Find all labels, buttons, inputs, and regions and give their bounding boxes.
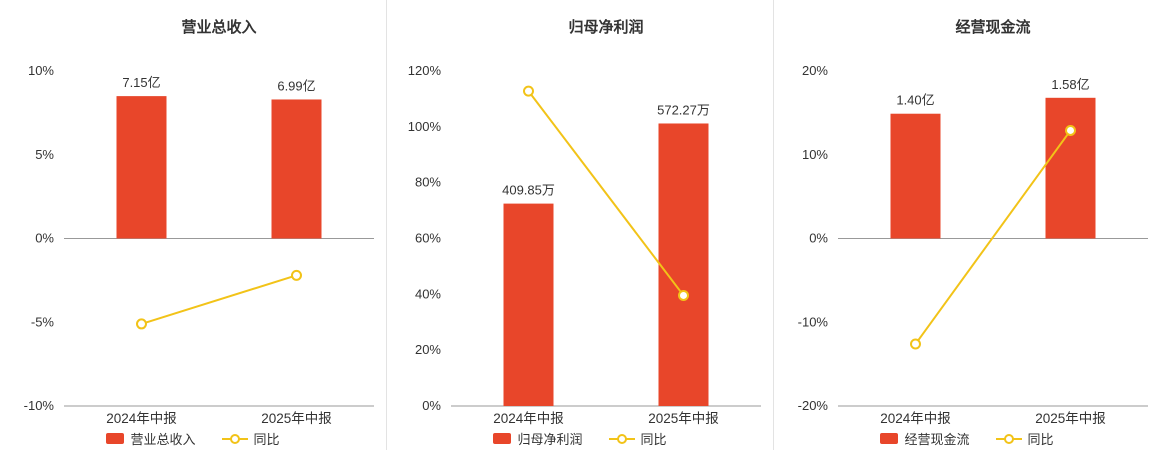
legend-item-line[interactable]: 同比 (608, 429, 667, 448)
x-category-label: 2025年中报 (1035, 411, 1106, 426)
y-tick-label: -20% (798, 398, 829, 413)
bar-value-label: 572.27万 (657, 102, 710, 117)
bar-value-label: 409.85万 (502, 183, 555, 198)
bar[interactable] (890, 113, 941, 239)
legend-label: 同比 (1027, 432, 1054, 447)
yoy-point[interactable] (910, 338, 921, 350)
y-tick-label: 10% (802, 147, 828, 162)
legend-label: 归母净利润 (517, 432, 583, 447)
legend-item-line[interactable]: 同比 (221, 429, 280, 448)
legend-label: 营业总收入 (130, 432, 196, 447)
bar-swatch-icon (493, 433, 512, 444)
line-marker-icon (608, 433, 635, 444)
bar-value-label: 6.99亿 (277, 78, 315, 93)
bar-value-label: 1.58亿 (1051, 77, 1089, 92)
legend-item-line[interactable]: 同比 (995, 429, 1054, 448)
yoy-point[interactable] (678, 289, 689, 301)
legend-item-bar[interactable]: 归母净利润 (493, 429, 583, 448)
y-tick-label: 20% (802, 63, 828, 78)
yoy-point[interactable] (136, 318, 147, 330)
bar[interactable] (503, 203, 554, 406)
legend-label: 同比 (640, 432, 667, 447)
bar-swatch-icon (106, 433, 125, 444)
y-tick-label: -10% (798, 314, 829, 329)
yoy-line (914, 129, 1072, 345)
line-marker-icon (995, 433, 1022, 444)
chart-canvas-cash-flow: -20% -10% 0% 10% 20% 1.40亿 2024年中报 1.58亿 2025年中报 (798, 63, 1148, 426)
legend-item-bar[interactable]: 经营现金流 (880, 429, 970, 448)
x-category-label: 2024年中报 (493, 411, 564, 426)
y-tick-label: 5% (35, 147, 54, 162)
chart-legend: 经营现金流 同比 (774, 429, 1160, 448)
bar[interactable] (116, 96, 167, 239)
y-tick-label: 100% (408, 119, 442, 134)
yoy-point[interactable] (291, 269, 302, 281)
y-tick-label: 120% (408, 63, 442, 78)
bar-value-label: 7.15亿 (122, 75, 160, 90)
bar[interactable] (271, 99, 322, 239)
y-tick-label: 80% (415, 175, 441, 190)
bar-value-label: 1.40亿 (896, 93, 934, 108)
yoy-point[interactable] (523, 85, 534, 97)
y-tick-label: 60% (415, 231, 441, 246)
chart-legend: 营业总收入 同比 (0, 429, 386, 448)
chart-title: 营业总收入 (181, 19, 257, 36)
y-tick-label: 0% (809, 231, 828, 246)
legend-label: 同比 (253, 432, 280, 447)
y-tick-label: 10% (28, 63, 54, 78)
x-category-label: 2024年中报 (880, 411, 951, 426)
y-tick-label: 0% (35, 231, 54, 246)
legend-item-bar[interactable]: 营业总收入 (106, 429, 196, 448)
chart-panel-revenue: 营业总收入 -10% -5% 0% 5% 10% 7.15亿 2024年中报 6.99亿 202… (0, 0, 386, 450)
y-tick-label: -5% (31, 314, 55, 329)
bar[interactable] (658, 123, 709, 406)
x-category-label: 2025年中报 (648, 411, 719, 426)
yoy-line (141, 274, 297, 325)
y-tick-label: 40% (415, 286, 441, 301)
yoy-point[interactable] (1065, 124, 1076, 136)
chart-canvas-net-profit: 0% 20% 40% 60% 80% 100% 120% 409.85万 2024年中报 572.… (408, 63, 761, 426)
chart-title: 经营现金流 (955, 19, 1031, 36)
y-tick-label: -10% (24, 398, 55, 413)
line-marker-icon (221, 433, 248, 444)
x-category-label: 2025年中报 (261, 411, 332, 426)
y-tick-label: 20% (415, 342, 441, 357)
y-tick-label: 0% (422, 398, 441, 413)
bar[interactable] (1045, 97, 1096, 239)
chart-panel-cash-flow: 经营现金流 -20% -10% 0% 10% 20% 1.40亿 2024年中报 1.58亿 2… (773, 0, 1160, 450)
x-category-label: 2024年中报 (106, 411, 177, 426)
chart-legend: 归母净利润 同比 (387, 429, 773, 448)
legend-label: 经营现金流 (904, 432, 970, 447)
bar-swatch-icon (880, 433, 899, 444)
chart-title: 归母净利润 (568, 19, 644, 36)
yoy-line (527, 90, 685, 297)
chart-canvas-revenue: -10% -5% 0% 5% 10% 7.15亿 2024年中报 6.99亿 2025年中报 (24, 63, 374, 426)
chart-panel-net-profit: 归母净利润 0% 20% 40% 60% 80% 100% 120% 409.85万 2024年… (386, 0, 773, 450)
